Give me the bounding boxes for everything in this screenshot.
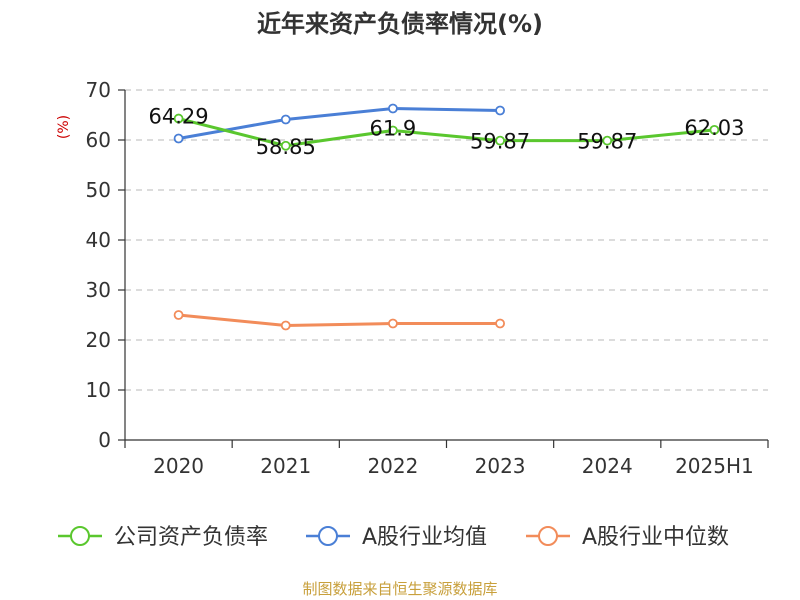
series-lines <box>173 103 720 331</box>
legend-marker <box>538 526 558 546</box>
legend[interactable]: 公司资产负债率 A股行业均值 A股行业中位数 <box>58 525 729 550</box>
data-point <box>280 114 291 125</box>
data-point <box>388 125 398 136</box>
y-tick-label: 10 <box>86 378 111 402</box>
data-label: 61.9 <box>370 117 417 141</box>
data-labels: 64.29 58.85 61.9 59.87 59.87 62.03 <box>149 105 745 159</box>
data-label: 62.03 <box>684 116 744 140</box>
legend-item-0[interactable]: 公司资产负债率 <box>58 525 268 550</box>
source-note: 制图数据来自恒生聚源数据库 <box>302 580 497 598</box>
data-label: 58.85 <box>256 135 316 159</box>
y-tick-label: 0 <box>98 428 111 452</box>
series-line <box>178 313 501 327</box>
data-label: 59.87 <box>470 130 530 154</box>
series-1 <box>173 103 505 144</box>
series-0 <box>173 113 720 151</box>
grid-lines <box>125 89 768 391</box>
legend-marker <box>70 526 90 546</box>
data-point <box>280 140 291 151</box>
legend-marker <box>318 526 338 546</box>
data-point <box>173 310 184 320</box>
y-tick-label: 60 <box>86 128 111 152</box>
data-label: 59.87 <box>577 130 637 154</box>
chart-title: 近年来资产负债率情况(%) <box>257 10 543 38</box>
axes: 0 10 20 30 40 50 60 70 2020 2021 2022 2023 2024 2025H… <box>86 78 769 478</box>
y-tick-label: 50 <box>86 178 111 202</box>
data-point <box>495 105 505 116</box>
data-point <box>495 135 505 146</box>
series-2 <box>173 310 505 331</box>
data-point <box>709 124 720 135</box>
x-tick-label: 2024 <box>582 454 633 478</box>
series-line <box>178 107 501 140</box>
x-tick-label: 2021 <box>260 454 311 478</box>
x-tick-label: 2025H1 <box>675 454 754 478</box>
data-point <box>388 318 398 329</box>
legend-item-2[interactable]: A股行业中位数 <box>526 525 729 550</box>
x-tick-label: 2022 <box>367 454 418 478</box>
legend-label: 公司资产负债率 <box>114 525 268 550</box>
legend-label: A股行业中位数 <box>582 525 729 550</box>
data-point <box>495 318 505 329</box>
data-point <box>602 135 613 146</box>
y-tick-label: 20 <box>86 328 111 352</box>
legend-label: A股行业均值 <box>362 525 487 550</box>
legend-item-1[interactable]: A股行业均值 <box>306 525 487 550</box>
data-point <box>173 113 184 124</box>
series-line <box>178 117 715 148</box>
data-point <box>388 103 398 114</box>
y-tick-label: 70 <box>86 78 111 102</box>
y-tick-label: 40 <box>86 228 111 252</box>
x-tick-label: 2023 <box>475 454 526 478</box>
data-point <box>173 133 184 144</box>
x-tick-label: 2020 <box>153 454 204 478</box>
y-axis-label: (%) <box>56 115 72 139</box>
y-tick-label: 30 <box>86 278 111 302</box>
data-label: 64.29 <box>149 105 209 129</box>
data-point <box>280 320 291 331</box>
